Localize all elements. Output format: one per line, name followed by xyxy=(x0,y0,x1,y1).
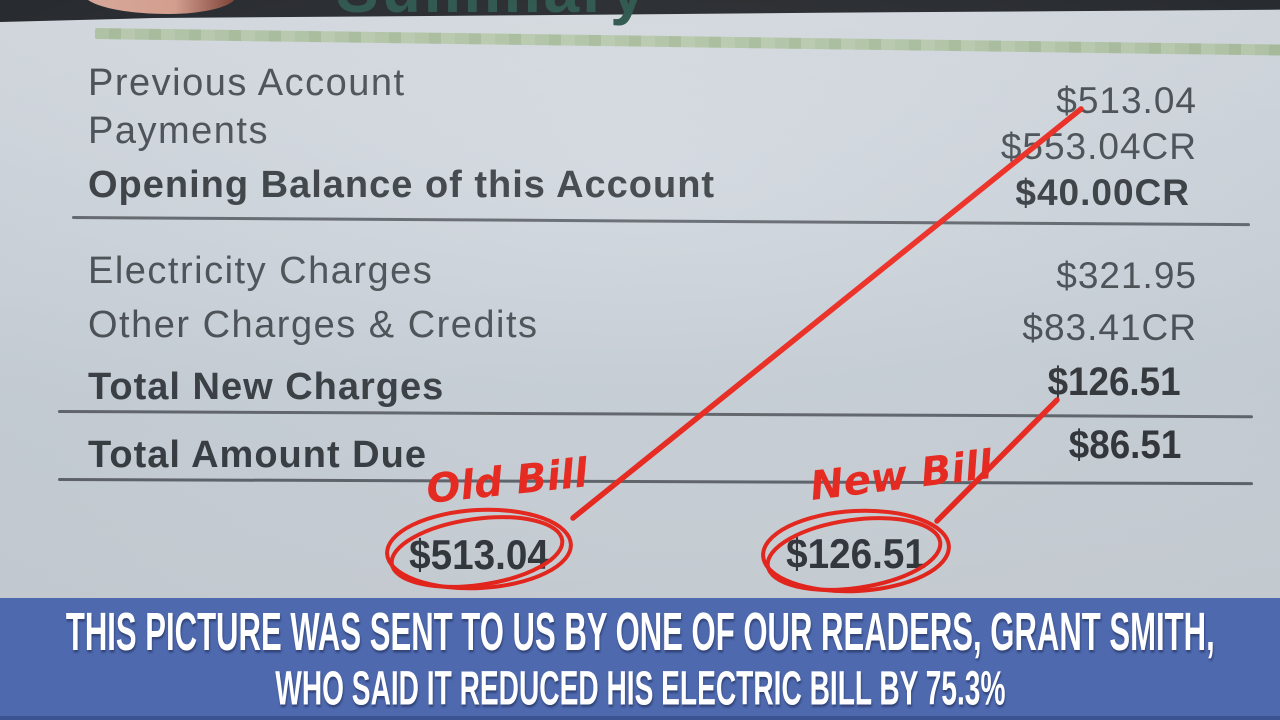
row-label-other-charges: Other Charges & Credits xyxy=(88,304,539,346)
arrow-line-old-bill xyxy=(570,106,1084,521)
row-label-total-new-charges: Total New Charges xyxy=(88,366,445,408)
old-bill-handwritten-label: Old Bill xyxy=(424,450,591,513)
caption-banner: THIS PICTURE WAS SENT TO US BY ONE OF OU… xyxy=(0,598,1280,720)
row-value-total-new-charges: $126.51 xyxy=(1047,360,1181,404)
row-value-opening-balance: $40.00CR xyxy=(1015,172,1190,213)
caption-line-1: THIS PICTURE WAS SENT TO US BY ONE OF OU… xyxy=(65,601,1215,662)
row-value-electricity-charges: $321.95 xyxy=(1056,255,1197,296)
red-marker-annotations: Old Bill New Bill xyxy=(385,106,1084,594)
row-label-payments: Payments xyxy=(88,110,269,152)
row-label-total-amount-due: Total Amount Due xyxy=(88,434,427,476)
finger-holding-paper xyxy=(84,0,236,14)
new-bill-amount: $126.51 xyxy=(786,530,926,577)
old-bill-circle xyxy=(385,507,573,591)
row-value-other-charges: $83.41CR xyxy=(1022,307,1197,348)
row-label-electricity-charges: Electricity Charges xyxy=(88,250,434,292)
new-bill-circle xyxy=(761,508,951,594)
bill-photo: Summary Previous Account Payments Openin… xyxy=(0,0,1280,598)
row-value-total-amount-due: $86.51 xyxy=(1068,423,1181,467)
row-label-previous-account: Previous Account xyxy=(88,62,406,104)
caption-line-2: WHO SAID IT REDUCED HIS ELECTRIC BILL BY… xyxy=(274,662,1006,717)
arrow-line-new-bill xyxy=(934,397,1060,524)
new-bill-handwritten-label: New Bill xyxy=(808,442,997,510)
row-label-opening-balance: Opening Balance of this Account xyxy=(88,164,716,206)
row-value-previous-account: $513.04 xyxy=(1056,80,1197,121)
old-bill-amount: $513.04 xyxy=(409,531,549,578)
